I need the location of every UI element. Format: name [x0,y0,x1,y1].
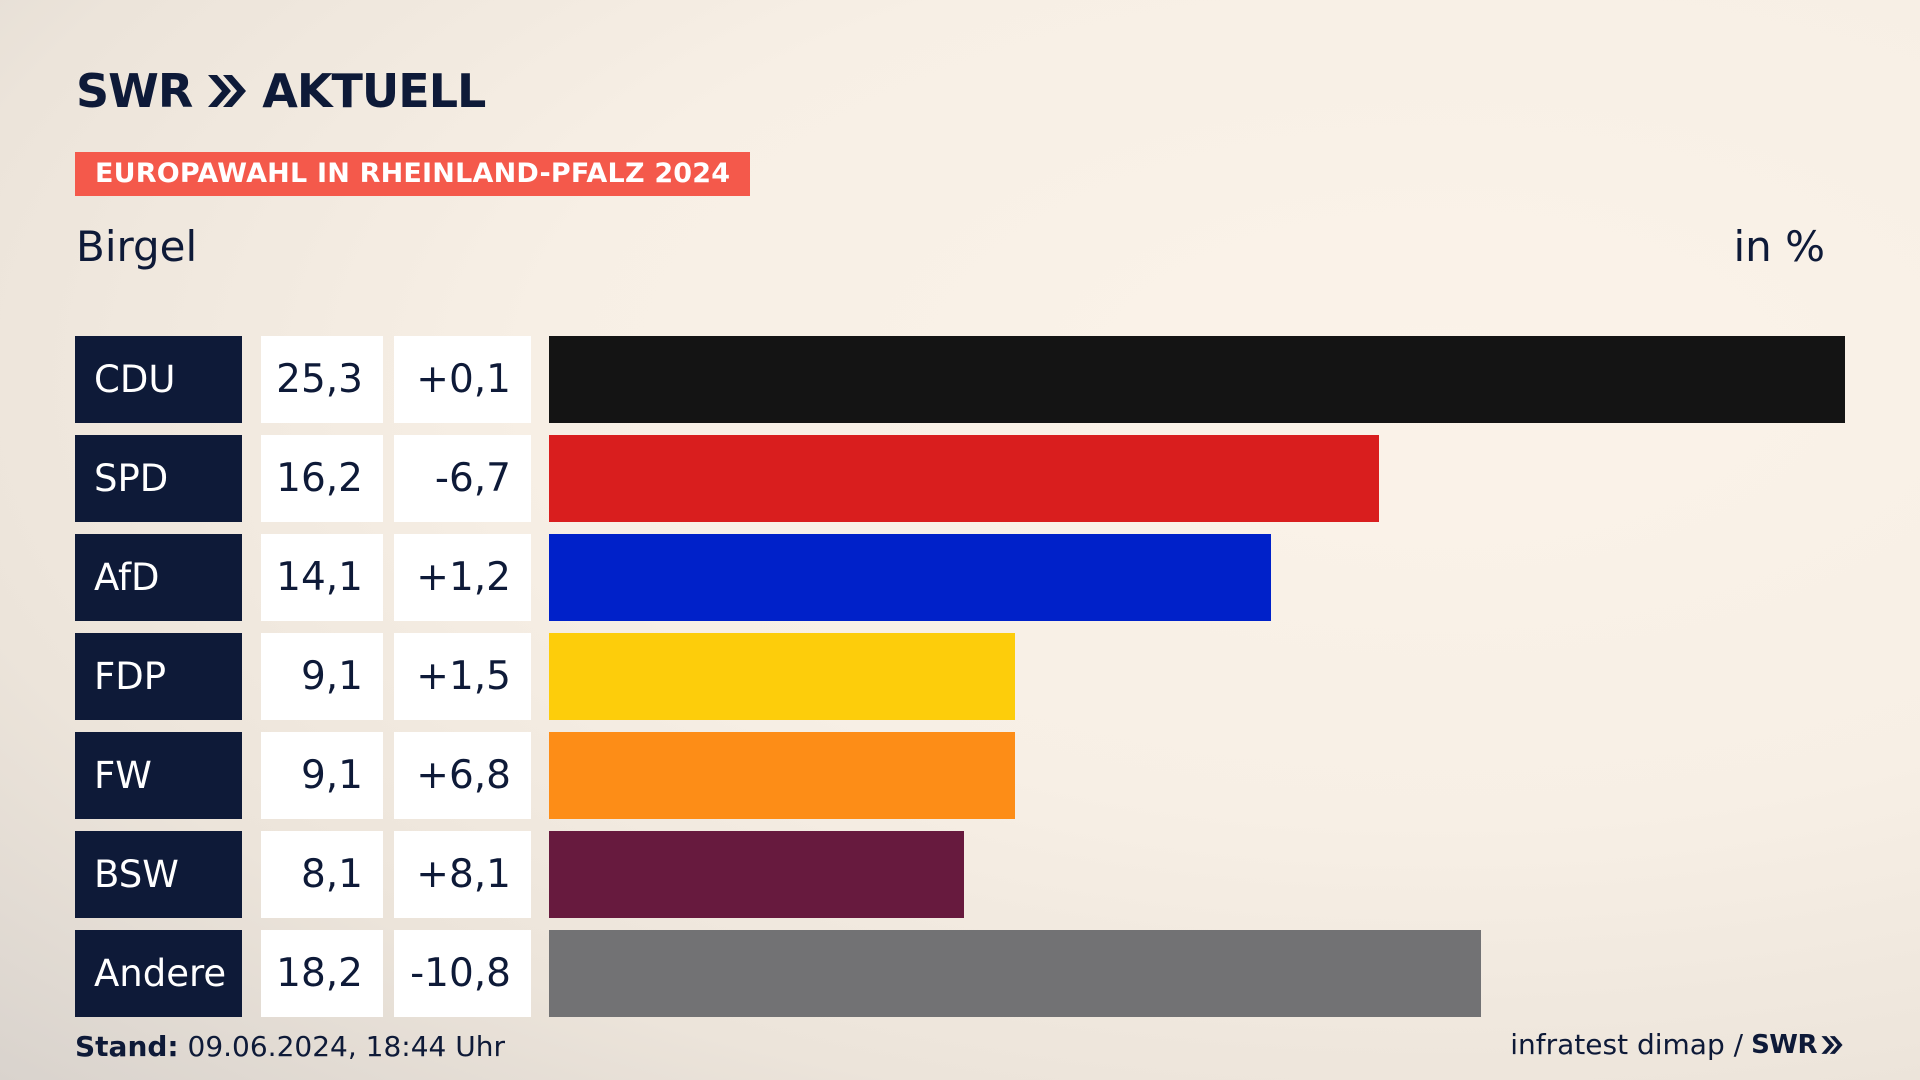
change-value: -6,7 [394,435,531,522]
party-label: CDU [75,336,242,423]
change-value: -10,8 [394,930,531,1017]
stand-value: 09.06.2024, 18:44 Uhr [178,1030,505,1063]
stand-label: Stand: [75,1030,179,1063]
change-value: +8,1 [394,831,531,918]
result-bar [549,633,1015,720]
logo-aktuell-text: AKTUELL [262,64,486,118]
election-tag: EUROPAWAHL IN RHEINLAND-PFALZ 2024 [75,152,751,196]
vote-share-value: 9,1 [261,633,383,720]
party-label: SPD [75,435,242,522]
party-label: AfD [75,534,242,621]
vote-share-value: 8,1 [261,831,383,918]
change-value: +1,5 [394,633,531,720]
change-value: +1,2 [394,534,531,621]
party-label: BSW [75,831,242,918]
vote-share-value: 16,2 [261,435,383,522]
change-value: +6,8 [394,732,531,819]
unit-label: in % [1733,222,1825,271]
timestamp: Stand: 09.06.2024, 18:44 Uhr [75,1030,505,1063]
vote-share-value: 9,1 [261,732,383,819]
double-chevron-small-icon [1821,1035,1843,1054]
change-value: +0,1 [394,336,531,423]
party-label: FDP [75,633,242,720]
source-text: infratest dimap / [1510,1028,1744,1061]
swr-small-logo-text: SWR [1751,1029,1817,1060]
double-chevron-icon [208,75,247,107]
place-title: Birgel [76,222,198,271]
result-bar [549,930,1481,1017]
party-label: Andere [75,930,242,1017]
result-bar [549,336,1845,423]
vote-share-value: 18,2 [261,930,383,1017]
result-bar [549,534,1271,621]
swr-small-logo: SWR [1751,1030,1844,1060]
result-bar [549,732,1015,819]
party-label: FW [75,732,242,819]
logo-swr-text: SWR [76,64,193,118]
result-bar [549,831,964,918]
swr-aktuell-logo: SWR AKTUELL [76,64,486,118]
vote-share-value: 25,3 [261,336,383,423]
source-credit: infratest dimap / SWR [1510,1028,1844,1061]
vote-share-value: 14,1 [261,534,383,621]
result-bar [549,435,1379,522]
